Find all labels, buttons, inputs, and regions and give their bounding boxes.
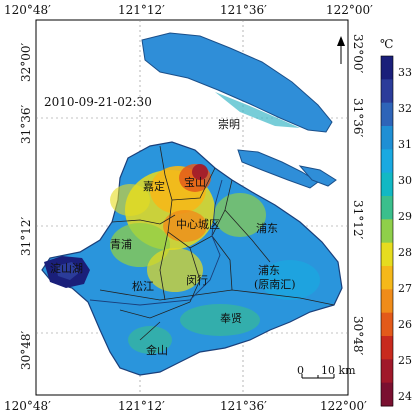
district-labels: 崇明 宝山 嘉定 中心城区 浦东 青浦 淀山湖 松江 闵行 浦东 (原南汇) 奉… — [50, 118, 296, 357]
top-tick: 121°12′ — [118, 3, 165, 17]
north-arrow-icon — [337, 36, 345, 64]
timestamp-label: 2010-09-21-02:30 — [44, 95, 152, 109]
colorbar-tick-label: 32 — [398, 102, 412, 115]
colorbar-segment — [381, 149, 393, 174]
label-fengxian: 奉贤 — [220, 311, 242, 325]
colorbar-segment — [381, 102, 393, 127]
colorbar-tick-label: 29 — [398, 210, 412, 223]
bottom-tick: 121°36′ — [220, 399, 267, 413]
label-minhang: 闵行 — [186, 273, 208, 287]
colorbar-tick-label: 31 — [398, 138, 412, 151]
top-tick: 120°48′ — [4, 3, 51, 17]
right-tick: 30°48′ — [351, 316, 365, 356]
changxing-island — [237, 149, 319, 189]
colorbar-segment — [381, 126, 393, 150]
colorbar-segment — [381, 266, 393, 290]
scale-label: 10 km — [321, 364, 356, 377]
colorbar-tick-label: 25 — [398, 354, 412, 367]
top-tick: 121°36′ — [220, 3, 267, 17]
colorbar-segment — [381, 289, 393, 314]
heat-patches — [110, 164, 320, 354]
left-tick: 31°36′ — [19, 104, 33, 144]
colorbar-tick-label: 33 — [398, 66, 412, 79]
scale-bar: 0 10 km — [297, 364, 356, 379]
colorbar-tick-label: 26 — [398, 318, 412, 331]
left-tick: 32°00′ — [19, 42, 33, 82]
bottom-tick: 121°12′ — [118, 399, 165, 413]
left-tick: 31°12′ — [19, 216, 33, 256]
top-tick: 122°00′ — [326, 3, 373, 17]
left-ticks: 32°00′ 31°36′ 31°12′ 30°48′ — [19, 42, 33, 370]
chongming-warm — [215, 92, 300, 128]
colorbar-segment — [381, 242, 393, 267]
hengsha-island — [298, 165, 337, 187]
colorbar-tick-label: 24 — [398, 390, 412, 403]
colorbar-segment — [381, 359, 393, 384]
label-songjiang: 松江 — [132, 279, 154, 293]
right-tick: 31°36′ — [351, 98, 365, 138]
left-tick: 30°48′ — [19, 330, 33, 370]
top-ticks: 120°48′ 121°12′ 121°36′ 122°00′ — [4, 3, 373, 17]
colorbar-frame — [380, 55, 394, 407]
label-jinshan: 金山 — [146, 343, 168, 357]
label-nanhui: (原南汇) — [254, 278, 296, 291]
bottom-tick: 122°00′ — [320, 399, 367, 413]
label-jiading: 嘉定 — [143, 179, 165, 193]
scale-zero: 0 — [297, 364, 304, 377]
colorbar-tick-label: 27 — [398, 282, 412, 295]
colorbar: 33 32 31 30 29 28 27 26 25 24 — [380, 55, 412, 407]
right-tick: 32°00′ — [351, 34, 365, 74]
label-pudong-nanhui: 浦东 — [258, 264, 280, 277]
label-baoshan: 宝山 — [184, 175, 206, 189]
colorbar-tick-label: 28 — [398, 246, 412, 259]
colorbar-segment — [381, 219, 393, 244]
huangpu-river — [89, 179, 223, 306]
colorbar-segment — [381, 196, 393, 220]
label-pudong: 浦东 — [256, 222, 278, 235]
district-boundaries — [99, 145, 335, 341]
right-tick: 31°12′ — [351, 200, 365, 240]
colorbar-unit: ℃ — [380, 37, 393, 51]
chongming-island — [141, 32, 333, 133]
bottom-tick: 120°48′ — [4, 399, 51, 413]
colorbar-segment — [381, 79, 393, 104]
label-central: 中心城区 — [176, 218, 220, 231]
colorbar-segment — [381, 172, 393, 197]
colorbar-tick-label: 30 — [398, 174, 412, 187]
right-ticks: 32°00′ 31°36′ 31°12′ 30°48′ — [351, 34, 365, 356]
label-dianshanhu: 淀山湖 — [50, 261, 83, 275]
colorbar-segment — [381, 56, 393, 80]
colorbar-segment — [381, 312, 393, 337]
colorbar-segment — [381, 336, 393, 360]
bottom-ticks: 120°48′ 121°12′ 121°36′ 122°00′ — [4, 399, 367, 413]
colorbar-segment — [381, 382, 393, 407]
label-qingpu: 青浦 — [110, 238, 132, 251]
label-chongming: 崇明 — [218, 118, 240, 131]
lake-edge — [56, 262, 80, 280]
